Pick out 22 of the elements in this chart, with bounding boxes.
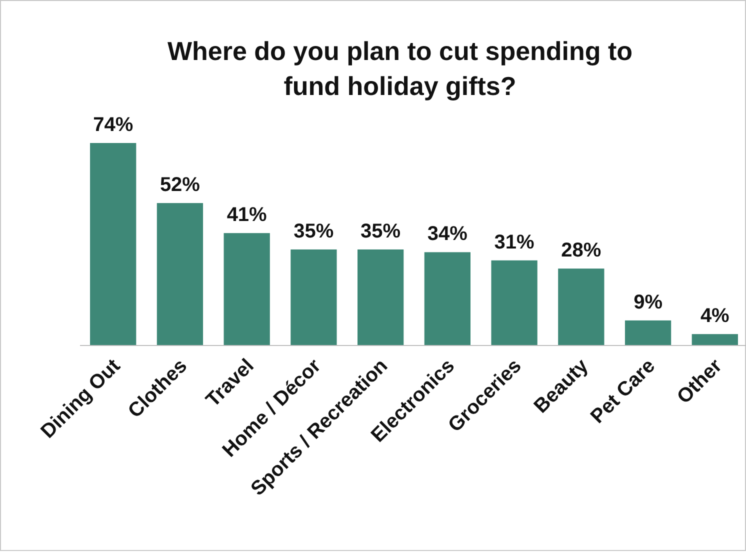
bar bbox=[90, 143, 136, 345]
data-label: 34% bbox=[427, 223, 468, 246]
x-tick-label: Pet Care bbox=[586, 354, 660, 428]
bar bbox=[424, 252, 470, 345]
data-label: 74% bbox=[93, 114, 134, 136]
bar bbox=[491, 260, 538, 345]
bar bbox=[156, 203, 204, 345]
bar bbox=[357, 249, 404, 345]
data-label: 9% bbox=[634, 291, 663, 314]
data-label: 41% bbox=[226, 204, 268, 226]
bar bbox=[224, 233, 270, 345]
data-label: 35% bbox=[294, 220, 334, 242]
data-label: 52% bbox=[160, 174, 200, 196]
bar bbox=[558, 268, 604, 345]
data-label: 35% bbox=[360, 220, 401, 242]
data-label: 31% bbox=[494, 231, 535, 254]
chart-title: Where do you plan to cut spending to fund holiday gifts? bbox=[167, 36, 633, 101]
bar bbox=[290, 249, 337, 345]
data-label: 28% bbox=[561, 240, 602, 262]
data-label: 4% bbox=[700, 305, 730, 328]
bar bbox=[692, 334, 738, 345]
bar bbox=[624, 320, 672, 345]
